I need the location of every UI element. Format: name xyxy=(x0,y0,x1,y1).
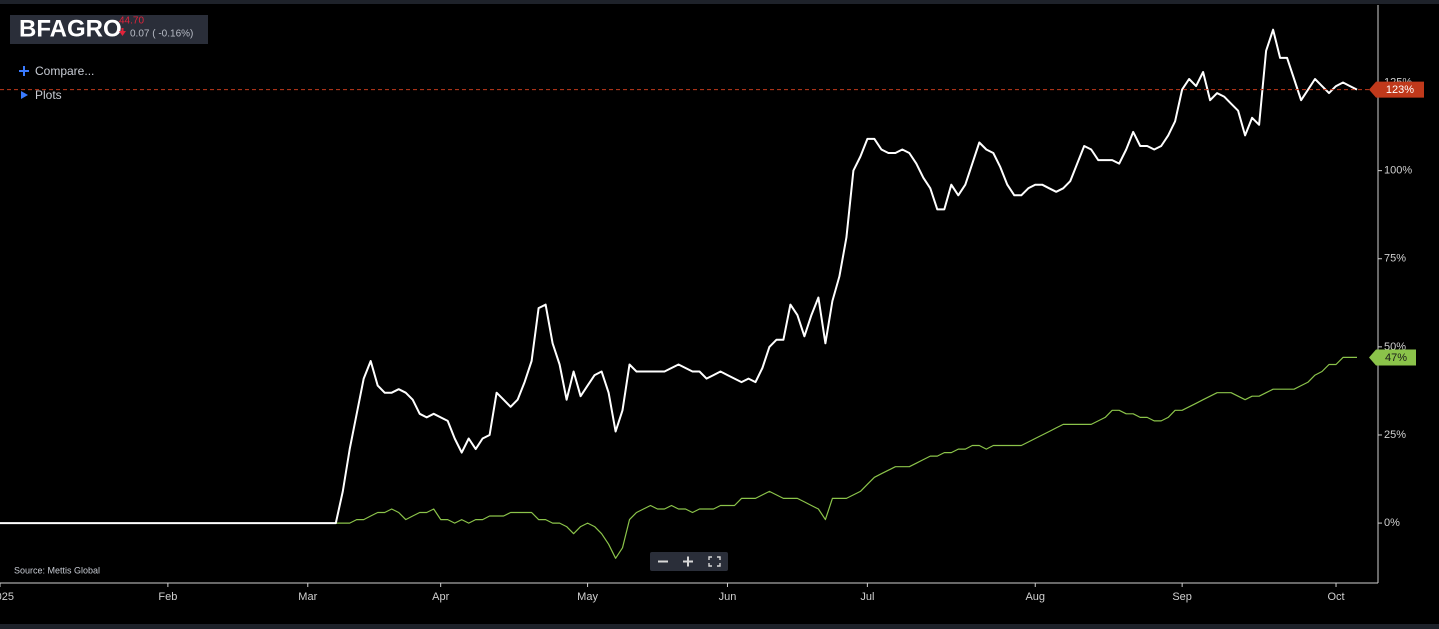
price: 44.70 xyxy=(119,16,144,27)
last-value-tag xyxy=(1369,349,1416,366)
series-line xyxy=(0,28,1358,525)
plot-area xyxy=(0,28,1358,559)
x-tick-label: Oct xyxy=(1327,591,1344,603)
x-tick-label: Jul xyxy=(860,591,874,603)
x-tick-label: Apr xyxy=(432,591,449,603)
symbol: BFAGRO xyxy=(19,15,122,42)
price-change: 0.07 ( -0.16%) xyxy=(130,29,193,40)
x-tick-label: May xyxy=(577,591,598,603)
x-tick-label: 2025 xyxy=(0,591,14,603)
last-value-label: 123% xyxy=(1386,84,1414,96)
top-border xyxy=(0,0,1439,4)
x-tick-label: Feb xyxy=(158,591,177,603)
source: Source: Mettis Global xyxy=(14,565,100,575)
compare-button[interactable]: Compare... xyxy=(35,64,94,78)
fullscreen[interactable] xyxy=(708,556,721,567)
x-tick-label: Mar xyxy=(298,591,317,603)
y-tick-label: 100% xyxy=(1384,165,1412,177)
x-tick-label: Aug xyxy=(1025,591,1045,603)
y-tick-label: 75% xyxy=(1384,253,1406,265)
x-tick-label: Jun xyxy=(719,591,737,603)
header-box xyxy=(10,15,208,44)
plus-icon[interactable] xyxy=(19,66,29,76)
plots-button[interactable]: Plots xyxy=(35,88,62,102)
x-tick-label: Sep xyxy=(1172,591,1192,603)
zoom-in[interactable] xyxy=(683,556,693,567)
down-arrow xyxy=(119,28,126,36)
last-value-label: 47% xyxy=(1385,352,1407,364)
bottom-border xyxy=(0,624,1439,629)
series-line xyxy=(0,356,1357,559)
last-value-tag xyxy=(1369,81,1424,98)
play-icon[interactable] xyxy=(21,91,28,99)
y-tick-label: 0% xyxy=(1384,517,1400,529)
zoom-controls xyxy=(650,552,728,571)
y-tick-label: 25% xyxy=(1384,429,1406,441)
